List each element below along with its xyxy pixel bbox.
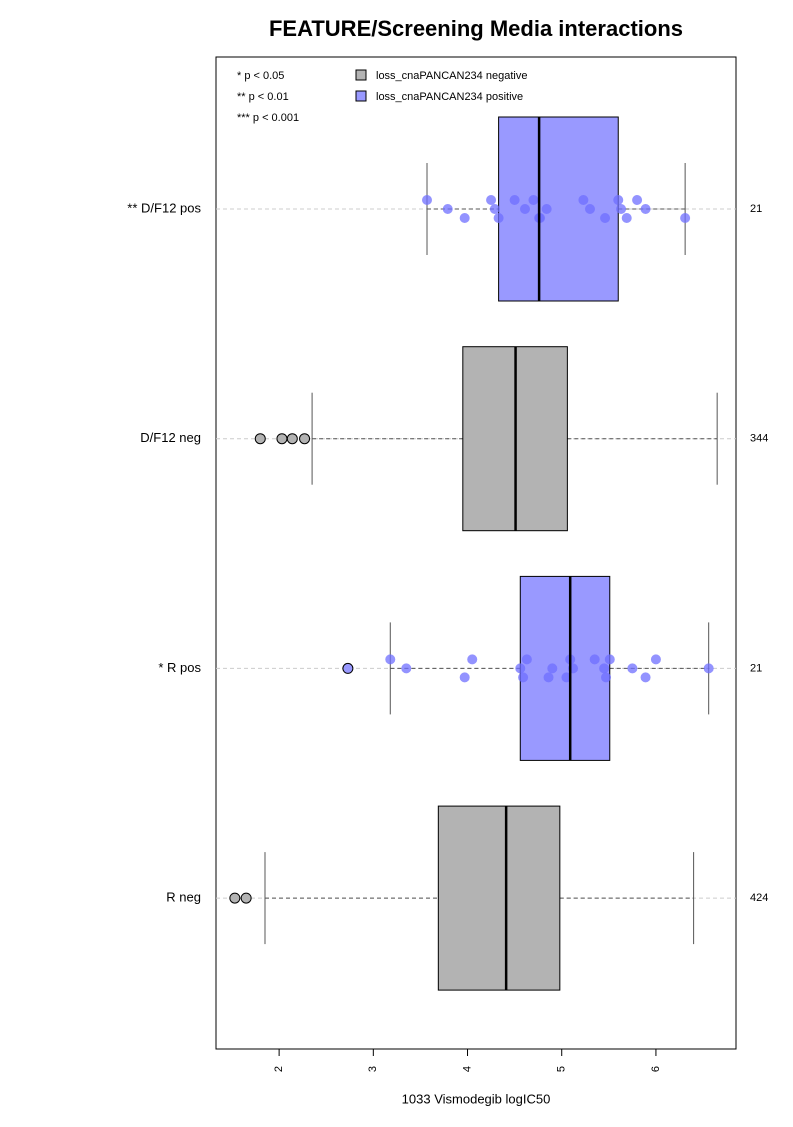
data-point <box>459 213 470 223</box>
data-point <box>521 654 532 665</box>
y-tick-label: * R pos <box>158 660 201 675</box>
legend-label: loss_cnaPANCAN234 positive <box>376 91 523 103</box>
outlier <box>240 892 252 904</box>
data-point <box>621 213 632 223</box>
x-tick-label: 5 <box>556 1066 568 1072</box>
legend-note: *** p < 0.001 <box>237 112 299 124</box>
plot-frame <box>215 56 737 1050</box>
x-tick-label: 2 <box>273 1066 285 1072</box>
outlier <box>229 892 241 904</box>
x-tick-label: 6 <box>650 1066 662 1072</box>
x-tick-label: 3 <box>367 1066 379 1072</box>
chart-title: FEATURE/Screening Media interactions <box>269 16 683 41</box>
count-label: 424 <box>750 892 768 904</box>
data-point <box>547 663 558 674</box>
data-point <box>467 654 478 665</box>
data-point <box>599 663 610 674</box>
data-point <box>616 204 627 214</box>
data-point <box>543 672 554 683</box>
data-point <box>640 672 651 683</box>
data-point <box>422 195 433 205</box>
legend-label: loss_cnaPANCAN234 negative <box>376 70 527 82</box>
data-point <box>541 204 552 214</box>
data-point <box>385 654 396 665</box>
data-point <box>640 204 651 214</box>
outlier <box>286 433 298 445</box>
legend-swatch <box>355 69 367 81</box>
data-point <box>528 195 539 205</box>
data-point <box>578 195 589 205</box>
data-point <box>627 663 638 674</box>
outlier <box>342 662 354 674</box>
data-point <box>632 195 643 205</box>
y-tick-label: R neg <box>166 890 201 905</box>
count-label: 21 <box>750 203 762 215</box>
data-point <box>493 213 504 223</box>
data-point <box>650 654 661 665</box>
box <box>437 805 561 991</box>
data-point <box>680 213 691 223</box>
data-point <box>518 672 529 683</box>
data-point <box>489 204 500 214</box>
count-label: 344 <box>750 433 768 445</box>
outlier <box>276 433 288 445</box>
count-label: 21 <box>750 662 762 674</box>
y-tick-label: D/F12 neg <box>140 430 201 445</box>
x-tick-label: 4 <box>461 1066 473 1072</box>
data-point <box>589 654 600 665</box>
data-point <box>604 654 615 665</box>
data-point <box>442 204 453 214</box>
data-point <box>600 213 611 223</box>
box <box>519 575 611 761</box>
data-point <box>401 663 412 674</box>
y-tick-label: ** D/F12 pos <box>127 200 201 215</box>
data-point <box>486 195 497 205</box>
legend-swatch <box>355 90 367 102</box>
data-point <box>561 672 572 683</box>
legend-note: * p < 0.05 <box>237 70 284 82</box>
data-point <box>509 195 520 205</box>
outlier <box>254 433 266 445</box>
data-point <box>519 204 530 214</box>
outlier <box>299 433 311 445</box>
data-point <box>459 672 470 683</box>
data-point <box>584 204 595 214</box>
legend-note: ** p < 0.01 <box>237 91 289 103</box>
data-point <box>613 195 624 205</box>
data-point <box>515 663 526 674</box>
data-point <box>703 663 714 674</box>
data-point <box>601 672 611 683</box>
box <box>498 116 619 302</box>
x-axis-label: 1033 Vismodegib logIC50 <box>402 1091 551 1106</box>
